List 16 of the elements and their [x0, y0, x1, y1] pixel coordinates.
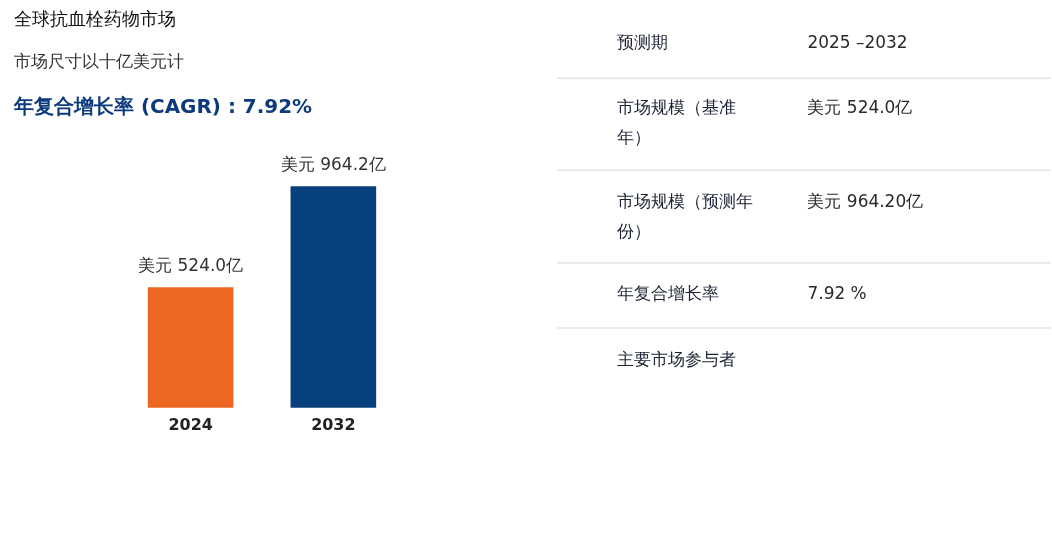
text: 市场规模（基准年） — [616, 97, 736, 148]
data-label: 美元 524.0亿 — [138, 255, 244, 276]
text: 年复合增长率 (CAGR) : 7.92% — [12, 94, 313, 119]
text: 2025 –2032 — [807, 32, 908, 53]
text: 主要市场参与者 — [616, 348, 736, 369]
text: 市场规模（预测年份） — [616, 191, 753, 242]
text: 美元 524.0亿 — [807, 97, 913, 118]
chart-title: 全球抗血栓药物市场 — [13, 8, 176, 30]
text: 年复合增长率 — [616, 282, 719, 303]
text: 7.92 % — [807, 282, 867, 303]
data-label: 美元 964.2亿 — [280, 154, 386, 175]
x-tick-label: 2032 — [311, 415, 356, 435]
chart-subtitle: 市场尺寸以十亿美元计 — [13, 51, 184, 72]
text: 美元 964.20亿 — [807, 191, 924, 212]
text: 预测期 — [616, 32, 668, 53]
x-tick-label: 2024 — [168, 415, 213, 435]
